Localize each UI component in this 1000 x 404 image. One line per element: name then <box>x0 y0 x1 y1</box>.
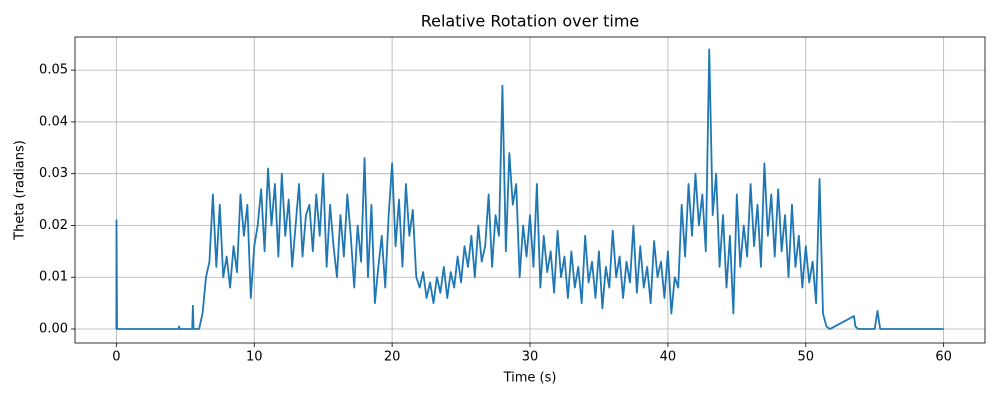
chart-title: Relative Rotation over time <box>421 12 640 31</box>
y-tick-label: 0.03 <box>39 166 68 181</box>
y-tick-label: 0.01 <box>39 270 68 285</box>
x-axis-label: Time (s) <box>503 371 557 386</box>
data-line <box>115 48 944 330</box>
y-tick-label: 0.04 <box>39 114 68 129</box>
y-tick-label: 0.00 <box>39 322 68 337</box>
plot-frame <box>74 36 986 344</box>
x-tick-label: 40 <box>660 350 677 365</box>
x-tick-label: 50 <box>797 350 814 365</box>
x-tick-label: 10 <box>246 350 263 365</box>
x-tick-label: 20 <box>384 350 401 365</box>
x-tick-label: 60 <box>935 350 952 365</box>
x-tick-label: 0 <box>112 350 120 365</box>
x-tick-label: 30 <box>522 350 539 365</box>
y-axis-label: Theta (radians) <box>13 140 28 241</box>
y-tick-label: 0.02 <box>39 218 68 233</box>
y-tick-label: 0.05 <box>39 63 68 78</box>
